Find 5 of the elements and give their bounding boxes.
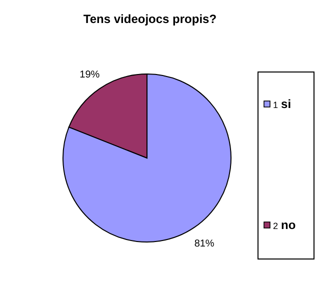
legend-label: 1 si: [273, 97, 292, 111]
data-label: 81%: [194, 238, 214, 250]
legend-label: 2 no: [273, 218, 296, 232]
chart-title: Tens videojocs propis?: [83, 12, 217, 26]
data-label: 19%: [80, 70, 100, 81]
